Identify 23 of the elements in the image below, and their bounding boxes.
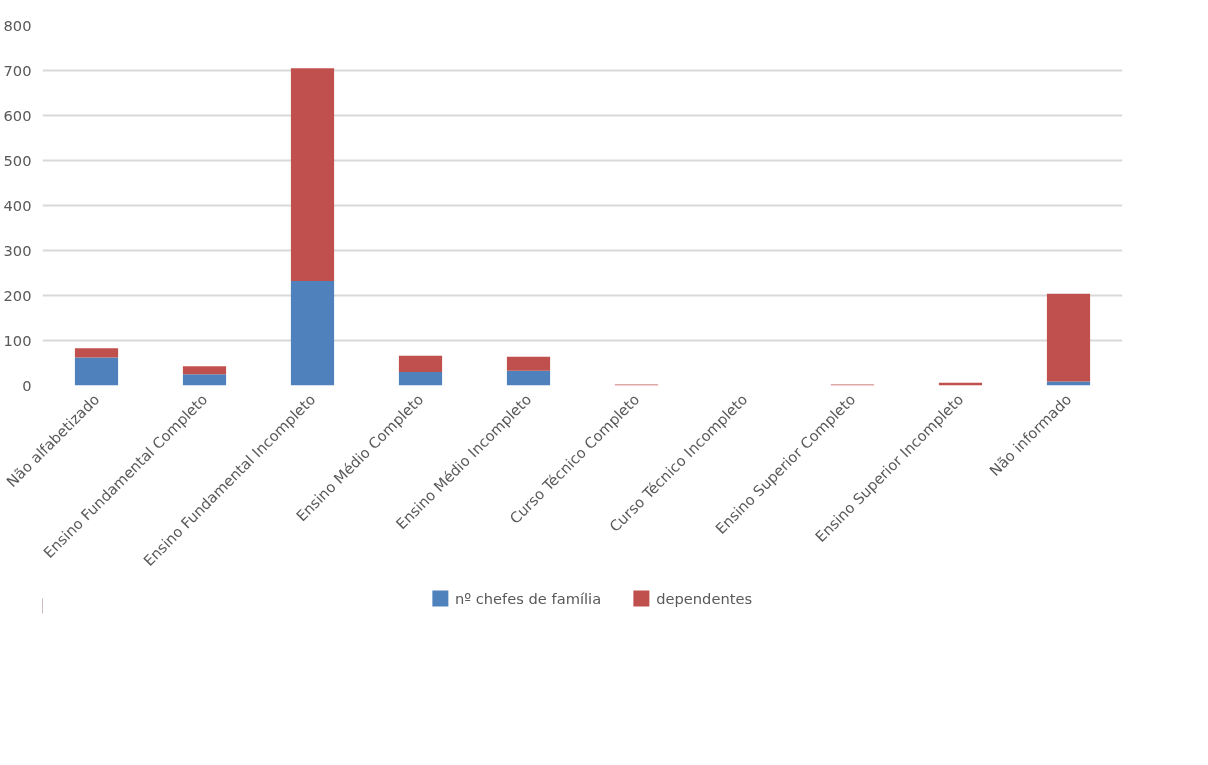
bar	[506, 370, 551, 386]
y-tick-label: 0	[22, 376, 32, 394]
bar	[398, 355, 443, 372]
legend-label: dependentes	[656, 589, 753, 607]
bar	[398, 372, 443, 386]
bar	[290, 281, 335, 386]
bar	[1046, 381, 1091, 386]
y-tick-label: 200	[3, 286, 32, 304]
y-tick-label: 500	[3, 151, 32, 169]
bar	[506, 356, 551, 371]
y-tick-label: 600	[3, 106, 32, 124]
bar	[74, 357, 119, 386]
y-tick-label: 100	[3, 331, 32, 349]
bar	[1046, 293, 1091, 382]
y-tick-label: 300	[3, 241, 32, 259]
legend-label: nº chefes de família	[454, 589, 602, 607]
bar	[74, 348, 119, 358]
bar	[182, 366, 227, 375]
y-tick-label: 800	[3, 16, 32, 34]
y-tick-label: 400	[3, 196, 32, 214]
bar	[182, 374, 227, 386]
y-tick-label: 700	[3, 61, 32, 79]
bar	[290, 68, 335, 282]
